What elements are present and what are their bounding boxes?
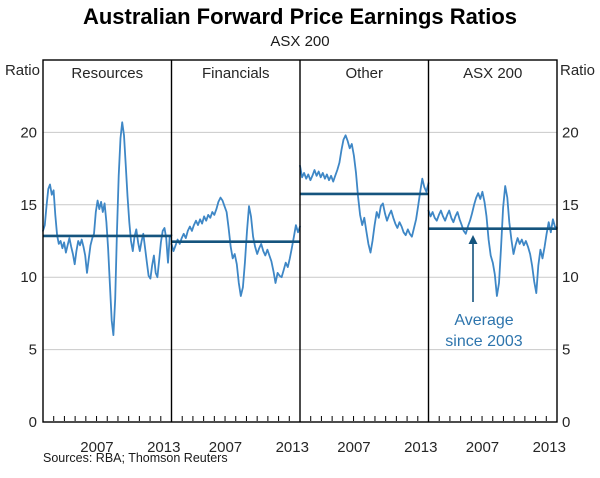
x-label-resources-2013: 2013: [147, 439, 180, 456]
x-label-financials-2007: 2007: [209, 439, 242, 456]
series-line-asx-200: [427, 185, 558, 297]
x-label-other-2013: 2013: [404, 439, 437, 456]
annotation-text-line2: since 2003: [445, 333, 522, 350]
x-label-asx-200-2007: 2007: [466, 439, 499, 456]
y-label-right-0: 0: [562, 414, 570, 431]
y-label-right-20: 20: [562, 124, 579, 141]
y-label-right-10: 10: [562, 269, 579, 286]
series-line-resources: [42, 121, 173, 337]
y-axis-unit-right: Ratio: [560, 62, 595, 79]
x-label-resources-2007: 2007: [80, 439, 113, 456]
series-line-other: [299, 134, 430, 254]
annotation-text-line1: Average: [454, 312, 513, 329]
chart-title: Australian Forward Price Earnings Ratios: [82, 4, 517, 29]
plot-frame: [42, 59, 558, 423]
x-label-other-2007: 2007: [337, 439, 370, 456]
x-label-financials-2013: 2013: [276, 439, 309, 456]
y-label-left-15: 15: [20, 197, 37, 214]
panel-title-asx-200: ASX 200: [463, 65, 522, 82]
y-label-left-0: 0: [29, 414, 37, 431]
chart-subtitle: ASX 200: [270, 33, 330, 50]
sources-note: Sources: RBA; Thomson Reuters: [43, 451, 228, 465]
y-label-left-5: 5: [29, 342, 37, 359]
y-label-right-5: 5: [562, 342, 570, 359]
panel-title-financials: Financials: [202, 65, 270, 82]
y-label-left-10: 10: [20, 269, 37, 286]
panel-title-resources: Resources: [71, 65, 143, 82]
y-label-right-15: 15: [562, 197, 579, 214]
y-axis-unit-left: Ratio: [5, 62, 40, 79]
x-label-asx-200-2013: 2013: [533, 439, 566, 456]
series-line-financials: [170, 196, 301, 297]
annotation-arrowhead-icon: [468, 235, 478, 244]
y-label-left-20: 20: [20, 124, 37, 141]
panel-title-other: Other: [345, 65, 383, 82]
